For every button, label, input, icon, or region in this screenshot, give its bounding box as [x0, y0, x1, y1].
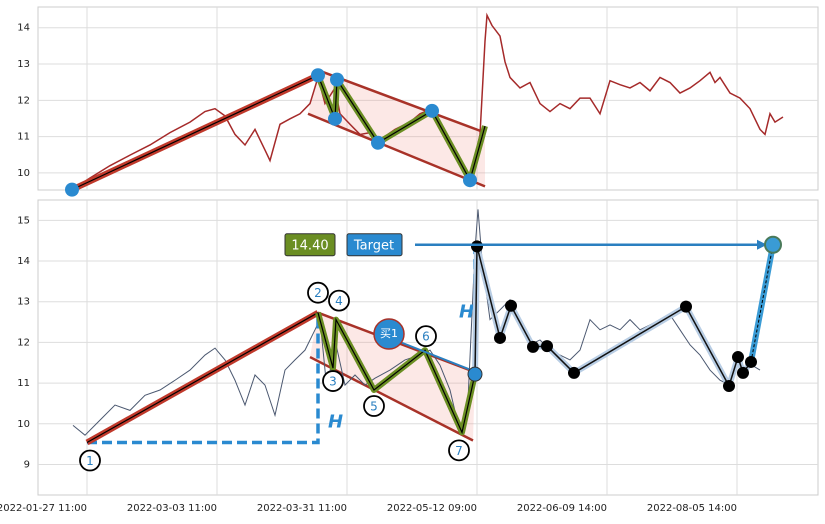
- y-tick-label: 13: [17, 59, 30, 70]
- pattern-point: [371, 135, 385, 150]
- zigzag-core: [317, 312, 476, 435]
- pattern-label: 6: [422, 330, 430, 344]
- pattern-label: 4: [335, 294, 343, 308]
- target-text: Target: [353, 238, 394, 253]
- pattern-point: [330, 72, 344, 87]
- y-tick-label: 9: [24, 459, 30, 470]
- y-tick-label: 12: [17, 337, 30, 348]
- value-box: [284, 233, 336, 257]
- buy-bubble: [373, 318, 405, 350]
- y-tick-label: 11: [17, 132, 30, 143]
- x-tick-label: 2022-05-12 09:00: [387, 503, 477, 514]
- pattern-label-circle: [415, 325, 437, 348]
- arrow-head: [757, 239, 767, 250]
- y-tick-label: 13: [17, 297, 30, 308]
- buy-arrow: [399, 341, 470, 371]
- height-measure: [87, 312, 320, 445]
- h-label: H: [328, 412, 343, 433]
- forecast-point: [737, 366, 749, 379]
- trend-line-core: [71, 74, 319, 191]
- x-tick-label: 2022-06-09 14:00: [517, 503, 607, 514]
- y-tick-label: 15: [17, 215, 30, 226]
- pattern-point: [463, 173, 477, 188]
- pattern-point: [65, 182, 79, 197]
- pattern-label: 3: [329, 375, 337, 389]
- forecast-point: [471, 240, 483, 253]
- pattern-label: 2: [314, 286, 322, 300]
- forecast-point: [732, 351, 744, 364]
- forecast-point: [541, 340, 553, 353]
- y-tick-label: 12: [17, 95, 30, 106]
- plot-area: [37, 199, 819, 496]
- pattern-label-circle: [328, 289, 350, 312]
- trend-core: [86, 312, 319, 444]
- target-point: [764, 235, 782, 254]
- h-label: H: [459, 301, 474, 322]
- y-tick-label: 10: [17, 168, 30, 179]
- x-tick-label: 2022-03-31 11:00: [257, 503, 347, 514]
- pattern-label: 1: [86, 454, 94, 468]
- channel-line: [317, 69, 486, 134]
- pattern-label: 7: [455, 444, 463, 458]
- target-box: [346, 233, 403, 257]
- target-leg: [748, 244, 776, 363]
- pattern-point: [328, 111, 342, 126]
- channel-line: [307, 112, 486, 188]
- y-tick-label: 11: [17, 378, 30, 389]
- forecast-point: [745, 355, 757, 368]
- channel-line: [309, 355, 474, 442]
- y-tick-label: 14: [17, 23, 30, 34]
- x-tick-label: 2022-01-27 11:00: [0, 503, 87, 514]
- x-tick-label: 2022-03-03 11:00: [127, 503, 217, 514]
- x-tick-label: 2022-08-05 14:00: [647, 503, 737, 514]
- pattern-point: [311, 68, 325, 83]
- forecast-point: [494, 331, 506, 344]
- pattern-label-circle: [322, 370, 344, 392]
- forecast-point: [723, 379, 735, 392]
- forecast-point: [505, 299, 517, 312]
- pattern-label-circle: [363, 395, 385, 417]
- price-line: [71, 12, 784, 191]
- y-tick-label: 14: [17, 256, 30, 267]
- forecast-point: [568, 366, 580, 379]
- forecast-point: [680, 300, 692, 313]
- pattern-label: 5: [370, 400, 378, 414]
- pattern-label-circle: [79, 449, 101, 472]
- pattern-label-circle: [448, 439, 470, 462]
- buy-point: [467, 366, 483, 382]
- target-value: 14.40: [291, 238, 328, 253]
- plot-area: [37, 6, 819, 191]
- pattern-point: [425, 103, 439, 118]
- y-tick-label: 10: [17, 419, 30, 430]
- buy-label: 买1: [380, 327, 398, 340]
- forecast-point: [527, 340, 539, 353]
- pattern-label-circle: [307, 281, 329, 304]
